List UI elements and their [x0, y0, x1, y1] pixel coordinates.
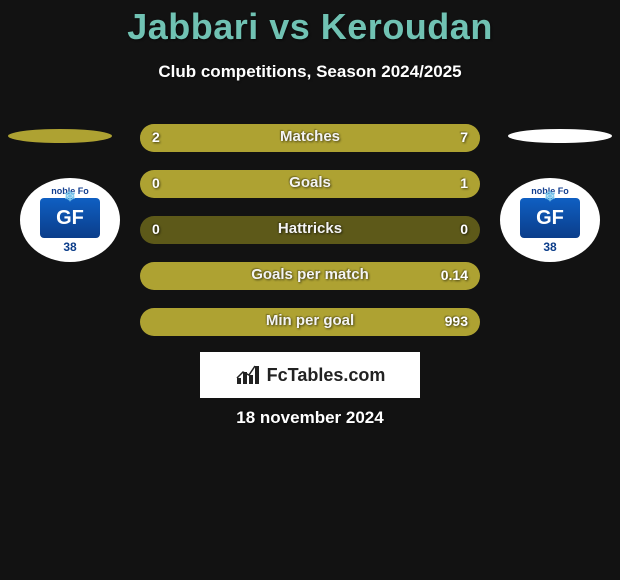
club-badge-left: noble Fo ❄ GF 38	[20, 178, 120, 262]
player-left-ellipse	[8, 129, 112, 143]
player-right-ellipse	[508, 129, 612, 143]
snapshot-date: 18 november 2024	[0, 408, 620, 428]
snowflake-icon: ❄	[544, 188, 556, 205]
stat-bar: 01Goals	[140, 170, 480, 198]
stat-label: Min per goal	[140, 312, 480, 329]
club-badge-left-number: 38	[63, 240, 76, 254]
comparison-subtitle: Club competitions, Season 2024/2025	[0, 62, 620, 82]
club-badge-left-abbrev-text: GF	[56, 207, 84, 230]
snowflake-icon: ❄	[64, 188, 76, 205]
club-badge-right-number: 38	[543, 240, 556, 254]
stat-label: Matches	[140, 128, 480, 145]
stat-bar: 27Matches	[140, 124, 480, 152]
stat-label: Goals	[140, 174, 480, 191]
club-badge-right-abbrev: ❄ GF	[520, 198, 580, 238]
stat-bar: 0.14Goals per match	[140, 262, 480, 290]
attribution-prefix: Fc	[267, 365, 288, 385]
stat-label: Hattricks	[140, 220, 480, 237]
bars-chart-icon	[235, 364, 261, 386]
stat-bar: 993Min per goal	[140, 308, 480, 336]
club-badge-right: noble Fo ❄ GF 38	[500, 178, 600, 262]
comparison-title: Jabbari vs Keroudan	[0, 6, 620, 48]
club-badge-right-abbrev-text: GF	[536, 207, 564, 230]
attribution-suffix: Tables.com	[288, 365, 386, 385]
stat-bar: 00Hattricks	[140, 216, 480, 244]
attribution-text: FcTables.com	[267, 365, 386, 386]
attribution-box: FcTables.com	[200, 352, 420, 398]
club-badge-left-abbrev: ❄ GF	[40, 198, 100, 238]
stat-label: Goals per match	[140, 266, 480, 283]
